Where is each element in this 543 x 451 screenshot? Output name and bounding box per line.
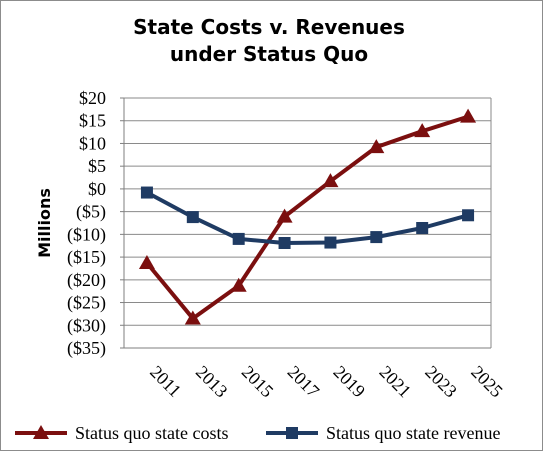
data-point [184, 310, 201, 325]
data-point [368, 139, 385, 154]
data-point [416, 222, 429, 234]
y-axis-label: Millions [35, 188, 54, 258]
y-tick-label: $20 [79, 88, 106, 108]
y-tick-label: ($35) [67, 338, 106, 359]
x-tick-label: 2019 [330, 362, 370, 402]
data-point [324, 236, 337, 249]
data-point [462, 209, 475, 222]
y-tick-label: $5 [88, 156, 106, 176]
y-tick-label: ($20) [67, 270, 106, 291]
y-tick-label: ($5) [76, 202, 106, 223]
x-tick-label: 2011 [146, 362, 185, 401]
data-point [186, 211, 199, 224]
legend-swatch-marker [286, 427, 298, 439]
series-line [145, 190, 469, 245]
x-tick-label: 2021 [375, 362, 415, 402]
x-tick-label: 2013 [192, 362, 232, 402]
series-line [145, 114, 469, 321]
data-point [370, 231, 383, 244]
legend-item: Status quo state costs [15, 423, 229, 443]
y-tick-label: ($30) [67, 315, 106, 336]
x-tick-label: 2017 [284, 362, 324, 402]
y-tick-label: $0 [88, 179, 106, 199]
y-tick-label: $15 [79, 111, 106, 131]
legend-swatch-marker [33, 425, 49, 439]
data-point [138, 255, 155, 269]
data-point [276, 208, 293, 223]
legend-item: Status quo state revenue [266, 423, 500, 443]
legend: Status quo state costs Status quo state r… [15, 423, 500, 443]
series-2 [140, 186, 475, 249]
series [138, 108, 477, 325]
data-point [278, 237, 291, 249]
x-tick-label: 2015 [238, 362, 278, 402]
y-tick-label: ($25) [67, 293, 106, 314]
data-point [414, 123, 431, 138]
data-point [230, 277, 247, 292]
legend-label: Status quo state costs [75, 423, 229, 443]
series-1 [138, 108, 477, 325]
chart-title-line-1: State Costs v. Revenues [133, 15, 405, 39]
legend-label: Status quo state revenue [326, 423, 500, 443]
axes [120, 97, 492, 349]
x-tick-label: 2025 [467, 362, 507, 402]
y-tick-label: ($10) [67, 224, 106, 245]
y-tick-label: $10 [79, 133, 106, 153]
data-point [232, 232, 245, 245]
data-point [322, 173, 339, 188]
chart-title-line-2: under Status Quo [170, 42, 368, 66]
y-tick-label: ($15) [67, 247, 106, 268]
data-point [140, 186, 153, 199]
data-point [460, 108, 477, 123]
x-tick-label: 2023 [421, 362, 461, 402]
